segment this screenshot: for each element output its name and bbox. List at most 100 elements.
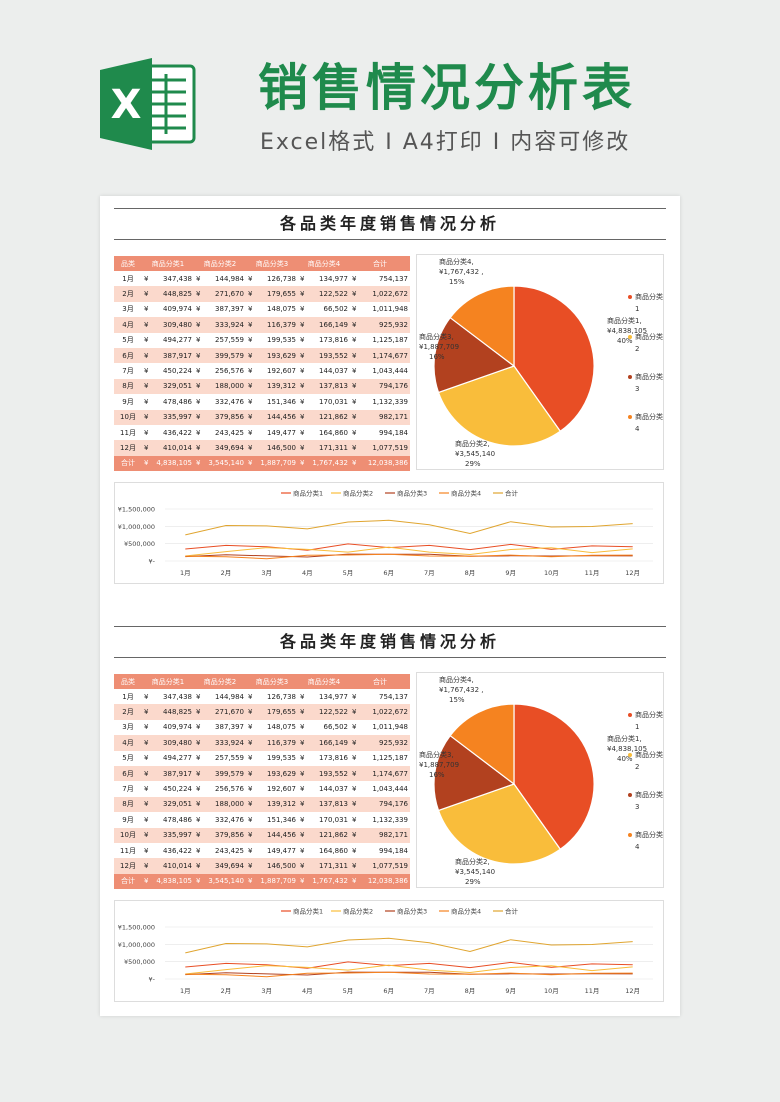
table-header-cell: 商品分类4 <box>298 256 350 271</box>
currency-symbol: ¥ <box>300 831 305 840</box>
cell-value: 332,476 <box>215 397 244 406</box>
page-header: X 销售情况分析表 Excel格式 I A4打印 I 内容可修改 <box>0 0 780 175</box>
pie-label-value: ¥3,545,140 <box>455 868 495 876</box>
section-title: 各品类年度销售情况分析 <box>114 626 666 658</box>
cell-value: 333,924 <box>215 320 244 329</box>
currency-symbol: ¥ <box>300 815 305 824</box>
value-cell: ¥193,629 <box>246 347 298 364</box>
currency-symbol: ¥ <box>196 831 201 840</box>
cell-value: 193,629 <box>267 351 296 360</box>
cell-value: 1,043,444 <box>372 367 408 376</box>
currency-symbol: ¥ <box>248 305 253 314</box>
cell-value: 478,486 <box>163 397 192 406</box>
currency-symbol: ¥ <box>248 738 253 747</box>
value-cell: ¥450,224 <box>142 781 194 797</box>
currency-symbol: ¥ <box>300 846 305 855</box>
x-tick-label: 12月 <box>625 987 640 995</box>
pie-slice <box>437 783 562 865</box>
value-cell: ¥116,379 <box>246 317 298 333</box>
line-chart-panel: 商品分类1 商品分类2 商品分类3 商品分类4 合计 ¥1,500,000 ¥1,000,0… <box>114 900 664 1002</box>
value-cell: ¥144,984 <box>194 271 246 287</box>
legend-label: 商品分类 <box>635 790 663 799</box>
currency-symbol: ¥ <box>352 846 357 855</box>
currency-symbol: ¥ <box>248 382 253 391</box>
currency-symbol: ¥ <box>248 692 253 701</box>
value-cell: ¥12,038,386 <box>350 455 410 472</box>
legend-label: 2 <box>635 345 639 353</box>
pie-label-percent: 15% <box>449 278 465 286</box>
value-cell: ¥144,984 <box>194 689 246 705</box>
table-row: 6月 ¥387,917 ¥399,579 ¥193,629 ¥193,552 ¥1,174… <box>114 347 410 364</box>
table-row: 4月 ¥309,480 ¥333,924 ¥116,379 ¥166,149 ¥925,9… <box>114 735 410 751</box>
legend-label: 商品分类2 <box>343 489 373 498</box>
table-header-cell: 商品分类1 <box>142 674 194 689</box>
cell-value: 409,974 <box>163 305 192 314</box>
value-cell: ¥166,149 <box>298 735 350 751</box>
cell-value: 329,051 <box>163 800 192 809</box>
cell-value: 754,137 <box>379 692 408 701</box>
value-cell: ¥149,477 <box>246 424 298 441</box>
value-cell: ¥410,014 <box>142 858 194 874</box>
value-cell: ¥256,576 <box>194 363 246 379</box>
currency-symbol: ¥ <box>144 443 149 452</box>
table-row: 10月 ¥335,997 ¥379,856 ¥144,456 ¥121,862 ¥982,… <box>114 409 410 425</box>
cell-value: 1,043,444 <box>372 785 408 794</box>
currency-symbol: ¥ <box>196 815 201 824</box>
x-tick-label: 1月 <box>180 569 191 577</box>
cell-value: 134,977 <box>319 274 348 283</box>
legend-label: 3 <box>635 385 639 393</box>
value-cell: ¥309,480 <box>142 317 194 333</box>
value-cell: ¥347,438 <box>142 689 194 705</box>
currency-symbol: ¥ <box>300 443 305 452</box>
legend-marker <box>628 793 632 797</box>
table-row: 8月 ¥329,051 ¥188,000 ¥139,312 ¥137,813 ¥794,1… <box>114 796 410 813</box>
value-cell: ¥134,977 <box>298 271 350 287</box>
month-cell: 4月 <box>114 735 142 751</box>
x-tick-label: 10月 <box>544 987 559 995</box>
page-subtitle: Excel格式 I A4打印 I 内容可修改 <box>260 130 631 155</box>
series-line <box>185 971 633 976</box>
cell-value: 164,860 <box>319 846 348 855</box>
series-line <box>185 519 633 536</box>
pie-label-percent: 16% <box>429 353 445 361</box>
currency-symbol: ¥ <box>144 413 149 422</box>
currency-symbol: ¥ <box>144 754 149 763</box>
value-cell: ¥146,500 <box>246 858 298 874</box>
series-line <box>185 964 633 975</box>
pie-label-value: ¥1,767,432 , <box>439 268 484 276</box>
legend-label: 商品分类 <box>635 750 663 759</box>
currency-symbol: ¥ <box>196 428 201 437</box>
cell-value: 271,670 <box>215 290 244 299</box>
currency-symbol: ¥ <box>352 708 357 717</box>
cell-value: 243,425 <box>215 428 244 437</box>
y-tick-label: ¥500,000 <box>124 958 155 966</box>
cell-value: 144,037 <box>319 367 348 376</box>
legend-label: 商品分类 <box>635 710 663 719</box>
cell-value: 478,486 <box>163 815 192 824</box>
series-line <box>185 971 633 978</box>
table-row: 3月 ¥409,974 ¥387,397 ¥148,075 ¥66,502 ¥1,011,… <box>114 719 410 736</box>
value-cell: ¥494,277 <box>142 750 194 766</box>
value-cell: ¥335,997 <box>142 827 194 843</box>
cell-value: 134,977 <box>319 692 348 701</box>
currency-symbol: ¥ <box>248 320 253 329</box>
cell-value: 137,813 <box>319 382 348 391</box>
line-chart-panel: 商品分类1 商品分类2 商品分类3 商品分类4 合计 ¥1,500,000 ¥1,000,0… <box>114 482 664 584</box>
pie-label-percent: 16% <box>429 771 445 779</box>
value-cell: ¥436,422 <box>142 424 194 441</box>
value-cell: ¥478,486 <box>142 394 194 410</box>
pie-slice <box>513 703 595 851</box>
value-cell: ¥982,171 <box>350 827 410 843</box>
value-cell: ¥332,476 <box>194 812 246 828</box>
currency-symbol: ¥ <box>248 769 253 778</box>
month-cell: 6月 <box>114 765 142 782</box>
currency-symbol: ¥ <box>248 723 253 732</box>
cell-value: 494,277 <box>163 754 192 763</box>
value-cell: ¥193,552 <box>298 765 350 782</box>
cell-value: 144,456 <box>267 831 296 840</box>
currency-symbol: ¥ <box>144 459 149 468</box>
legend-label: 商品分类1 <box>293 907 323 916</box>
table-row: 2月 ¥448,825 ¥271,670 ¥179,655 ¥122,522 ¥1,022… <box>114 704 410 720</box>
value-cell: ¥994,184 <box>350 842 410 859</box>
pie-label-percent: 15% <box>449 696 465 704</box>
